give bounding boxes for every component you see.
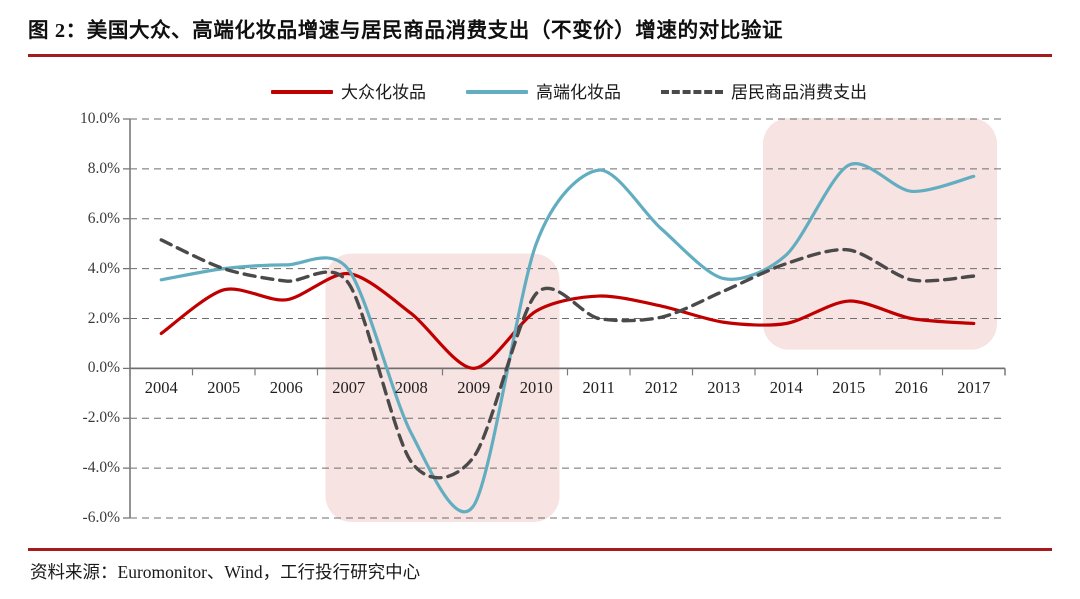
page-title: 图 2：美国大众、高端化妆品增速与居民商品消费支出（不变价）增速的对比验证 bbox=[28, 20, 784, 42]
y-axis-label-6.0%: 6.0% bbox=[87, 209, 120, 227]
series-line-household-goods-spending bbox=[159, 238, 976, 480]
legend-item-1[interactable]: 高端化妆品 bbox=[466, 84, 621, 101]
legend-label-premium-cosmetics: 高端化妆品 bbox=[536, 82, 621, 102]
legend-item-2[interactable]: 居民商品消费支出 bbox=[661, 84, 867, 101]
y-axis-label-8.0%: 8.0% bbox=[87, 159, 120, 177]
x-axis-label-2011: 2011 bbox=[582, 378, 615, 398]
y-axis-label--2.0%: -2.0% bbox=[82, 409, 120, 427]
x-axis-label-2005: 2005 bbox=[207, 378, 241, 398]
legend-swatch-premium-cosmetics bbox=[466, 90, 528, 94]
title-divider-top bbox=[28, 54, 1052, 57]
x-axis-label-2006: 2006 bbox=[269, 378, 303, 398]
x-axis-label-2013: 2013 bbox=[707, 378, 741, 398]
x-axis-label-2010: 2010 bbox=[519, 378, 553, 398]
series-line-mass-cosmetics bbox=[159, 272, 976, 370]
y-axis-label-4.0%: 4.0% bbox=[87, 259, 120, 277]
y-axis-label--4.0%: -4.0% bbox=[82, 459, 120, 477]
x-axis-label-2012: 2012 bbox=[644, 378, 678, 398]
shaded-region-1 bbox=[325, 253, 560, 522]
figure-title-wrap: 图 2：美国大众、高端化妆品增速与居民商品消费支出（不变价）增速的对比验证 bbox=[28, 16, 1052, 62]
source-note: 资料来源：Euromonitor、Wind，工行投行研究中心 bbox=[30, 562, 421, 582]
x-axis-label-2009: 2009 bbox=[457, 378, 491, 398]
legend-swatch-household-goods-spending bbox=[661, 90, 723, 94]
chart-legend: 大众化妆品 高端化妆品 居民商品消费支出 bbox=[130, 80, 1008, 104]
x-axis-label-2016: 2016 bbox=[894, 378, 928, 398]
x-axis-label-2014: 2014 bbox=[769, 378, 803, 398]
x-axis-label-2007: 2007 bbox=[332, 378, 366, 398]
x-axis-label-2015: 2015 bbox=[832, 378, 866, 398]
shaded-region-2 bbox=[763, 118, 997, 350]
y-axis-label-2.0%: 2.0% bbox=[87, 309, 120, 327]
legend-swatch-mass-cosmetics bbox=[271, 90, 333, 94]
source-divider-bottom bbox=[28, 548, 1052, 551]
y-axis-label-10.0%: 10.0% bbox=[79, 110, 120, 127]
x-axis-label-2004: 2004 bbox=[144, 378, 178, 398]
legend-label-mass-cosmetics: 大众化妆品 bbox=[341, 82, 426, 102]
y-axis-label--6.0%: -6.0% bbox=[82, 509, 120, 526]
legend-item-0[interactable]: 大众化妆品 bbox=[271, 84, 426, 101]
series-line-premium-cosmetics bbox=[159, 162, 976, 514]
y-axis-label-0.0%: 0.0% bbox=[87, 359, 120, 377]
x-axis-label-2008: 2008 bbox=[394, 378, 428, 398]
legend-label-household-goods-spending: 居民商品消费支出 bbox=[731, 82, 867, 102]
x-axis-label-2017: 2017 bbox=[957, 378, 991, 398]
